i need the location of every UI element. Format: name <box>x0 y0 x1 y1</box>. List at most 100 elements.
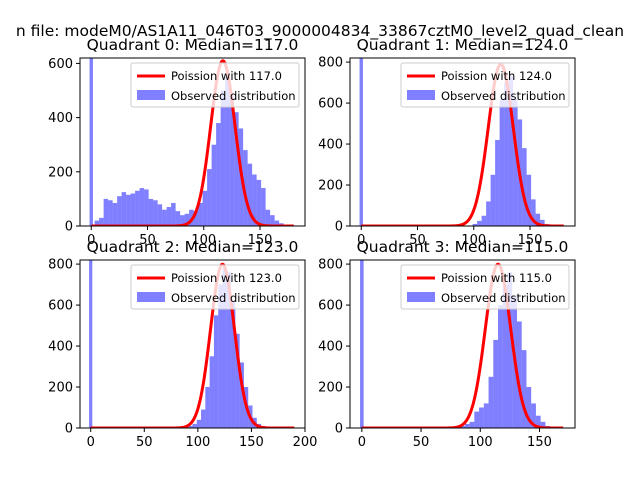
y-tick-label: 600 <box>48 57 73 72</box>
hist-bar <box>184 213 190 226</box>
x-tick-label: 50 <box>413 435 430 450</box>
legend-box <box>130 264 300 310</box>
plot-area <box>359 58 565 226</box>
legend-line-label: Poission with 124.0 <box>441 69 552 83</box>
hist-bar <box>211 144 217 226</box>
y-tick-label: 0 <box>335 422 343 437</box>
poisson-curve <box>90 59 295 226</box>
subplot-quadrant-0: 0 50 100 150 0 200 400 600 Quadrant 0: Median=11… <box>48 36 306 248</box>
hist-bar <box>94 220 100 226</box>
x-tick-label: 100 <box>185 435 210 450</box>
hist-bar <box>220 90 226 226</box>
y-tick-label: 200 <box>318 179 343 194</box>
hist-bar <box>265 209 271 226</box>
hist-bar <box>103 198 109 226</box>
x-tick-label: 100 <box>468 435 493 450</box>
hist-bar <box>218 284 223 428</box>
hist-bar <box>112 202 118 226</box>
hist-bar-zero <box>89 260 93 428</box>
hist-bar <box>108 200 113 226</box>
hist-bar <box>207 169 212 226</box>
hist-bar <box>196 419 202 428</box>
hist-bar <box>540 219 545 226</box>
poisson-curve <box>90 262 295 428</box>
hist-bar <box>531 403 536 428</box>
hist-bar <box>192 423 197 428</box>
hist-bar <box>521 350 527 428</box>
subplot-title: Quadrant 0: Median=117.0 <box>87 36 299 54</box>
hist-bar <box>209 356 214 428</box>
poisson-curve <box>360 62 565 226</box>
y-tick-label: 800 <box>318 56 343 71</box>
x-tick-label: 0 <box>87 435 95 450</box>
hist-bar <box>243 150 248 226</box>
hist-bar <box>180 215 185 226</box>
subplot-quadrant-3: 0 50 100 150 0 200 400 600 800 Quadrant 3: Median… <box>318 238 576 450</box>
hist-bar <box>239 362 244 428</box>
x-tick-label: 100 <box>191 233 216 248</box>
hist-bar <box>216 123 221 226</box>
hist-bar <box>225 74 230 226</box>
hist-bar <box>205 387 210 428</box>
subplot-quadrant-2: 0 50 100 150 200 0 200 400 600 800 Quadrant 2: Med… <box>48 238 317 450</box>
legend-hist-swatch <box>137 292 165 302</box>
axes-frame <box>349 57 576 227</box>
hist-bar <box>157 204 163 226</box>
hist-bar <box>247 163 253 226</box>
legend-hist-label: Observed distribution <box>441 89 566 103</box>
axes-frame <box>349 259 576 429</box>
hist-bar <box>198 202 203 226</box>
x-tick-label: 100 <box>461 233 486 248</box>
y-tick-label: 800 <box>318 258 343 273</box>
subplot-quadrant-1: 0 50 100 150 0 200 400 600 800 Quadrant 1: Median… <box>318 36 576 248</box>
hist-bar <box>535 213 541 226</box>
x-tick-label: 150 <box>239 435 264 450</box>
x-tick-label: 0 <box>357 233 365 248</box>
legend-box <box>400 264 570 310</box>
hist-bar <box>171 202 176 226</box>
hist-bar <box>486 201 491 226</box>
hist-bar <box>130 193 136 226</box>
hist-bar <box>126 194 131 226</box>
y-tick-label: 0 <box>335 220 343 235</box>
hist-bar <box>493 339 499 428</box>
y-tick-label: 200 <box>318 381 343 396</box>
legend-hist-swatch <box>137 90 165 100</box>
hist-bar <box>235 333 240 428</box>
y-tick-label: 600 <box>318 299 343 314</box>
hist-bar <box>121 192 127 226</box>
hist-bar <box>526 387 532 428</box>
hist-bar <box>472 223 478 226</box>
hist-bar <box>507 272 513 428</box>
hist-bar <box>504 82 509 226</box>
y-tick-label: 400 <box>318 138 343 153</box>
hist-bar-zero <box>360 260 364 428</box>
subplot-title: Quadrant 1: Median=124.0 <box>357 36 569 54</box>
hist-bar <box>162 209 167 226</box>
y-tick-label: 200 <box>48 165 73 180</box>
hist-bar <box>213 315 219 428</box>
hist-bar <box>201 409 206 428</box>
hist-bar <box>99 217 104 226</box>
hist-bar <box>464 423 470 428</box>
y-tick-label: 400 <box>48 111 73 126</box>
legend-hist-label: Observed distribution <box>171 291 296 305</box>
hist-bar <box>460 425 465 428</box>
hist-bar <box>490 174 496 226</box>
hist-bar <box>474 411 480 428</box>
hist-bar <box>498 305 503 428</box>
hist-bar <box>469 421 475 428</box>
x-tick-label: 200 <box>293 435 318 450</box>
hist-bar <box>252 174 257 226</box>
hist-bar <box>513 98 518 226</box>
legend-hist-label: Observed distribution <box>171 89 296 103</box>
axes-frame <box>79 57 306 227</box>
legend-hist-swatch <box>407 90 435 100</box>
legend-box <box>130 62 300 108</box>
y-tick-label: 600 <box>318 97 343 112</box>
x-tick-label: 50 <box>139 233 156 248</box>
hist-bar <box>495 139 500 226</box>
x-tick-label: 0 <box>87 233 95 248</box>
y-tick-label: 400 <box>48 340 73 355</box>
